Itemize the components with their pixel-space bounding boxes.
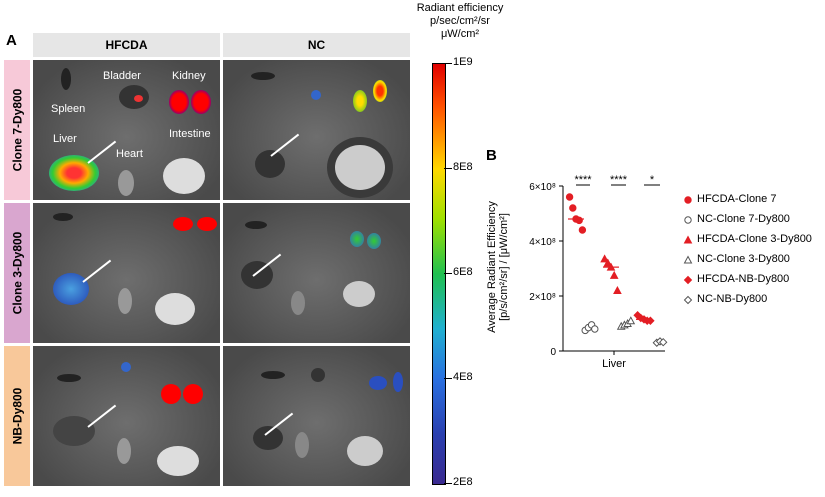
row-header-clone7: Clone 7-Dy800 [4,60,30,200]
row-label: Clone 3-Dy800 [10,231,25,315]
organ-label-kidney: Kidney [172,70,206,82]
y-axis-title-line: Average Radiant Efficiency [486,201,498,333]
colorbar-title-line: Radiant efficiency [416,2,504,14]
colorbar-tick-mark [444,483,452,484]
colorbar-tick-mark [444,378,452,379]
arrow-icon [87,404,117,428]
y-axis-title: Average Radiant Efficiency [p/s/cm²/sr] … [486,185,510,355]
data-point [565,193,574,201]
y-tick-label: 2×10⁸ [529,292,556,303]
colorbar-tick-label: 8E8 [453,161,473,173]
column-header-nc: NC [223,33,410,57]
y-tick-label: 4×10⁸ [529,237,556,248]
row-label: NB-Dy800 [10,387,25,445]
colorbar-title-line: p/sec/cm²/sr [430,15,490,27]
image-nc-nb [223,346,410,486]
significance-label: * [650,174,655,186]
data-point [609,270,619,279]
data-point [578,226,587,234]
legend-marker [684,196,692,204]
colorbar-tick-mark [444,63,452,64]
panel-a-letter: A [6,32,17,49]
legend-label: HFCDA-Clone 3-Dy800 [697,233,812,245]
data-point [658,337,668,347]
y-tick-label: 0 [550,347,556,358]
legend-marker [683,295,693,305]
column-header-hfcda: HFCDA [33,33,220,57]
legend-label: HFCDA-Clone 7 [697,193,777,205]
colorbar-tick-label: 4E8 [453,371,473,383]
row-label: Clone 7-Dy800 [10,88,25,172]
colorbar-title: Radiant efficiency p/sec/cm²/sr μW/cm² [395,2,525,41]
colorbar-tick-mark [444,168,452,169]
legend-label: NC-NB-Dy800 [697,293,768,305]
data-point [603,258,613,267]
legend-label: NC-Clone 3-Dy800 [697,253,790,265]
y-tick-label: 6×10⁸ [529,182,556,193]
colorbar-tick-label: 6E8 [453,266,473,278]
arrow-icon [87,140,117,164]
legend-marker [683,235,693,244]
organ-label-heart: Heart [116,148,143,160]
legend-marker [683,275,693,285]
data-point [591,325,599,333]
data-point [569,204,577,212]
x-axis-label: Liver [602,358,626,370]
arrow-icon [270,133,300,157]
significance-label: **** [574,174,592,186]
organ-label-intestine: Intestine [169,128,211,140]
colorbar [432,63,446,485]
image-hfcda-clone7: Spleen Bladder Kidney Liver Heart Intest… [33,60,220,200]
image-hfcda-nb [33,346,220,486]
colorbar-tick-label: 2E8 [453,476,473,488]
legend-label: HFCDA-NB-Dy800 [697,273,790,285]
legend-marker [684,216,692,224]
significance-label: **** [610,174,628,186]
organ-label-bladder: Bladder [103,70,141,82]
colorbar-title-line: μW/cm² [440,28,480,40]
data-point [626,316,636,325]
image-hfcda-clone3 [33,203,220,343]
colorbar-tick-label: 1E9 [453,56,473,68]
data-point [613,285,622,294]
colorbar-tick-mark [444,273,452,274]
image-nc-clone7 [223,60,410,200]
organ-label-spleen: Spleen [51,103,86,115]
legend-label: NC-Clone 7-Dy800 [697,213,790,225]
data-point [575,216,583,225]
organ-label-liver: Liver [53,133,77,145]
row-header-nb: NB-Dy800 [4,346,30,486]
row-header-clone3: Clone 3-Dy800 [4,203,30,343]
panel-b-letter: B [486,147,497,164]
image-nc-clone3 [223,203,410,343]
data-point [600,254,609,263]
legend-marker [683,255,693,264]
y-axis-title-line: [p/s/cm²/sr] / [μW/cm²] [498,213,510,321]
arrow-icon [82,259,112,283]
